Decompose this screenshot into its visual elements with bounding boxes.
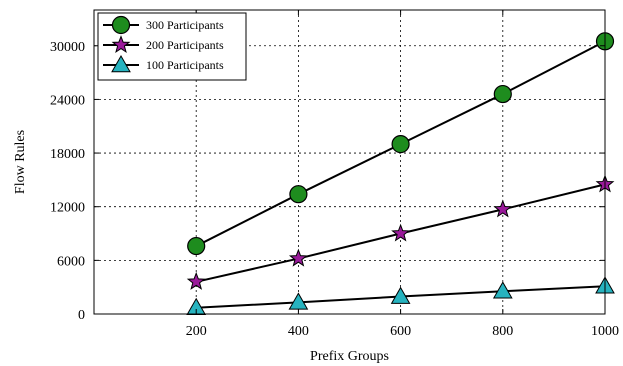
y-tick-label: 6000 <box>57 254 85 269</box>
x-tick-label: 400 <box>288 324 309 339</box>
legend-marker-star <box>111 35 131 54</box>
y-tick-label: 18000 <box>50 147 85 162</box>
data-point-triangle <box>390 286 411 304</box>
legend-label: 200 Participants <box>146 38 224 52</box>
data-point-circle <box>493 84 512 104</box>
data-point-circle <box>289 185 308 204</box>
y-tick-label: 12000 <box>50 201 85 216</box>
plot-frame <box>93 9 606 315</box>
x-tick-label: 800 <box>492 324 513 339</box>
y-tick-label: 0 <box>78 308 85 323</box>
legend-label: 300 Participants <box>146 18 224 32</box>
legend: 300 Participants 200 Participants 100 Part… <box>97 12 247 81</box>
ticks: 200 400 600 800 1000 0 6000 12000 18000 24000 3000… <box>50 10 619 339</box>
data-point-star <box>288 248 308 267</box>
y-axis-label: Flow Rules <box>13 130 28 194</box>
data-point-star <box>493 199 513 218</box>
data-point-star <box>186 271 206 290</box>
legend-marker-circle <box>111 15 131 35</box>
x-axis-label: Prefix Groups <box>310 349 389 364</box>
data-point-circle <box>391 135 410 154</box>
legend-marker-triangle <box>111 54 131 73</box>
data-point-triangle <box>492 281 513 299</box>
data-point-circle <box>187 236 206 256</box>
y-tick-label: 24000 <box>50 93 85 108</box>
x-tick-label: 200 <box>186 324 207 339</box>
y-tick-label: 30000 <box>50 40 85 55</box>
x-tick-label: 1000 <box>591 324 619 339</box>
x-tick-label: 600 <box>390 324 411 339</box>
grid <box>94 10 605 314</box>
data-point-star <box>391 223 411 242</box>
legend-label: 100 Participants <box>146 58 224 72</box>
